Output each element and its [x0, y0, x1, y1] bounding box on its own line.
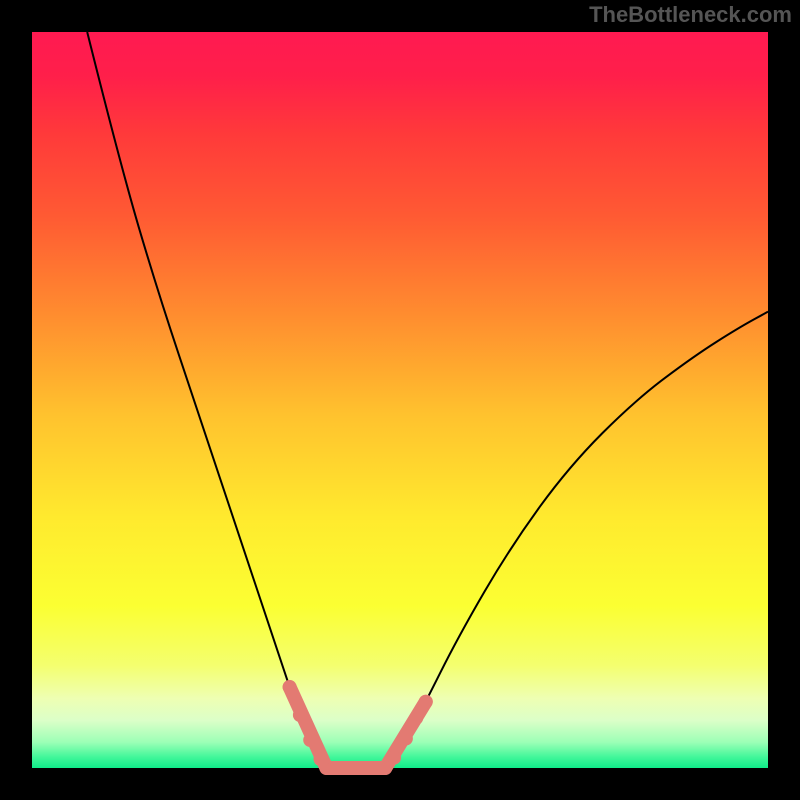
highlight-dot: [371, 761, 385, 775]
highlight-dot: [399, 732, 413, 746]
highlight-dot: [409, 711, 423, 725]
bottleneck-chart-svg: [0, 0, 800, 800]
highlight-dot: [349, 761, 363, 775]
watermark-text: TheBottleneck.com: [589, 2, 792, 28]
highlight-dot: [303, 733, 317, 747]
gradient-background: [32, 32, 768, 768]
highlight-dot: [314, 752, 328, 766]
chart-container: TheBottleneck.com: [0, 0, 800, 800]
highlight-dot: [327, 761, 341, 775]
highlight-dot: [283, 680, 297, 694]
highlight-dot: [293, 708, 307, 722]
highlight-dot: [387, 751, 401, 765]
highlight-dot: [419, 695, 433, 709]
